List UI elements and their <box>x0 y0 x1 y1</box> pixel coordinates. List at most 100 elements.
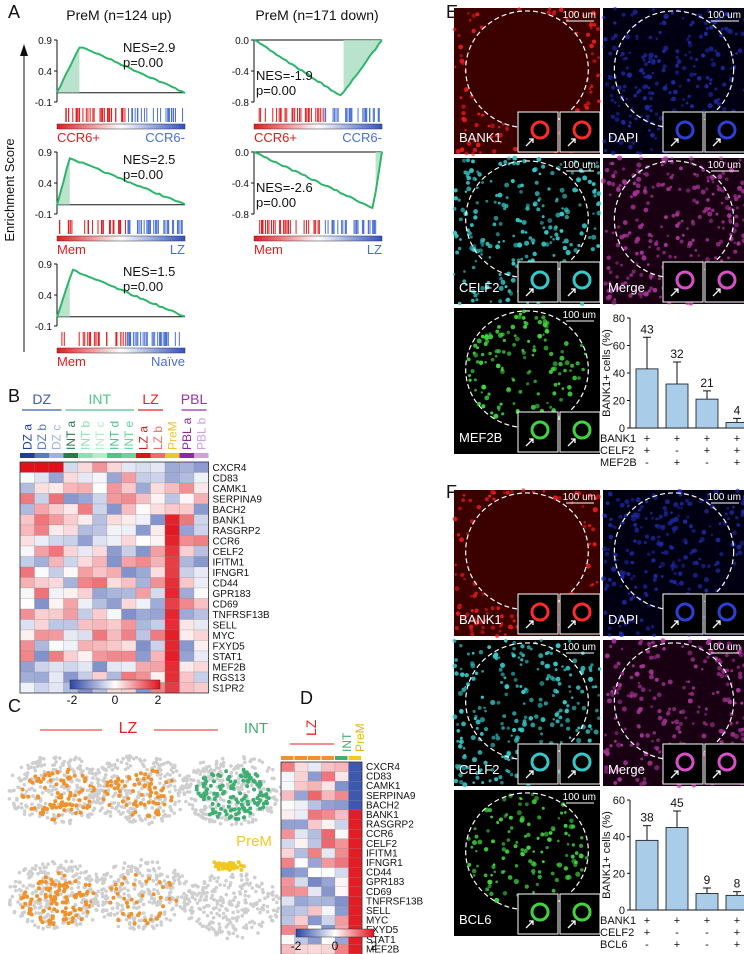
signal-dot <box>617 104 621 108</box>
cell-dot <box>42 770 47 774</box>
cell-dot <box>117 809 121 814</box>
highlight-dot <box>215 814 220 819</box>
cell-dot <box>167 813 172 818</box>
cell-dot <box>17 785 21 790</box>
heatmap-cell <box>294 848 309 859</box>
heatmap-cell <box>48 661 64 673</box>
signal-dot <box>563 668 567 672</box>
highlight-dot <box>243 794 248 799</box>
cell-dot <box>169 762 173 766</box>
bar-tick-label: 0 <box>619 423 625 435</box>
cell-dot <box>260 760 265 764</box>
cell-dot <box>180 874 185 878</box>
signal-dot <box>647 86 651 90</box>
highlight-dot <box>40 807 45 812</box>
heatmap-cell <box>135 514 151 526</box>
heatmap-cell <box>121 619 137 631</box>
signal-dot <box>470 735 476 741</box>
signal-dot <box>464 151 469 156</box>
cell-dot <box>199 894 203 899</box>
signal-dot <box>611 300 617 306</box>
signal-dot <box>681 233 685 237</box>
cell-dot <box>143 924 148 928</box>
cell-dot <box>224 878 228 883</box>
signal-dot <box>465 612 470 617</box>
highlight-dot <box>217 784 222 789</box>
cell-dot <box>272 787 276 792</box>
signal-dot <box>692 185 697 191</box>
signal-dot <box>593 188 597 192</box>
signal-dot <box>644 172 649 177</box>
signal-dot <box>536 667 540 671</box>
signal-dot <box>597 99 601 104</box>
heatmap-cell <box>150 535 166 547</box>
signal-dot <box>633 539 637 543</box>
highlight-dot <box>84 891 89 896</box>
signal-dot <box>539 739 544 744</box>
signal-dot <box>475 726 479 730</box>
signal-dot <box>591 527 596 532</box>
signal-dot <box>515 735 520 741</box>
heatmap-cell <box>193 556 209 568</box>
cell-dot <box>132 887 137 891</box>
signal-dot <box>564 708 569 713</box>
cell-dot <box>252 757 257 761</box>
highlight-dot <box>73 879 78 884</box>
highlight-dot <box>52 894 57 899</box>
signal-dot <box>596 74 599 78</box>
cell-dot <box>133 878 138 882</box>
cell-dot <box>172 811 177 815</box>
arrow-icon <box>712 138 721 147</box>
heatmap-cell <box>19 482 35 494</box>
cell-dot <box>114 806 118 811</box>
signal-dot <box>487 392 491 396</box>
highlight-dot <box>38 879 43 884</box>
signal-dot <box>622 84 627 89</box>
signal-dot <box>452 516 458 522</box>
signal-dot <box>575 685 581 690</box>
cell-dot <box>113 791 118 796</box>
signal-dot <box>483 706 486 710</box>
heatmap-cell <box>179 661 195 673</box>
signal-dot <box>494 133 499 138</box>
signal-dot <box>459 667 463 671</box>
inset-cell <box>675 270 695 290</box>
highlight-dot <box>74 803 79 808</box>
signal-dot <box>524 321 529 326</box>
inset <box>517 411 559 453</box>
signal-dot <box>741 188 744 194</box>
cell-dot <box>34 889 38 894</box>
highlight-dot <box>134 773 139 778</box>
heatmap-cell <box>106 482 122 494</box>
inset-cell <box>530 602 550 622</box>
signal-dot <box>531 241 535 245</box>
cell-dot <box>230 916 235 920</box>
heatmap-cell <box>150 461 166 473</box>
signal-dot <box>666 234 670 238</box>
column-color-bar <box>78 453 93 458</box>
highlight-dot <box>132 782 137 787</box>
signal-dot <box>587 738 592 743</box>
highlight-dot <box>78 810 83 815</box>
gsea-tick-label: -0.8 <box>232 210 250 221</box>
cell-dot <box>221 911 226 916</box>
signal-dot <box>577 376 581 380</box>
signal-dot <box>469 627 474 632</box>
heatmap-cell <box>77 514 93 526</box>
signal-dot <box>704 48 710 53</box>
signal-dot <box>492 222 497 227</box>
signal-dot <box>454 671 459 676</box>
cell-dot <box>171 770 175 775</box>
signal-dot <box>476 338 482 344</box>
gsea-tick-label: 0.0 <box>235 148 249 159</box>
signal-dot <box>499 140 503 144</box>
nes-value: NES=2.9 <box>123 40 175 55</box>
heatmap-cell <box>106 472 122 484</box>
signal-dot <box>521 488 526 493</box>
cell-dot <box>179 785 183 790</box>
signal-dot <box>460 207 466 213</box>
cell-dot <box>76 915 81 920</box>
heatmap-cell <box>164 587 180 599</box>
signal-dot <box>517 656 521 659</box>
